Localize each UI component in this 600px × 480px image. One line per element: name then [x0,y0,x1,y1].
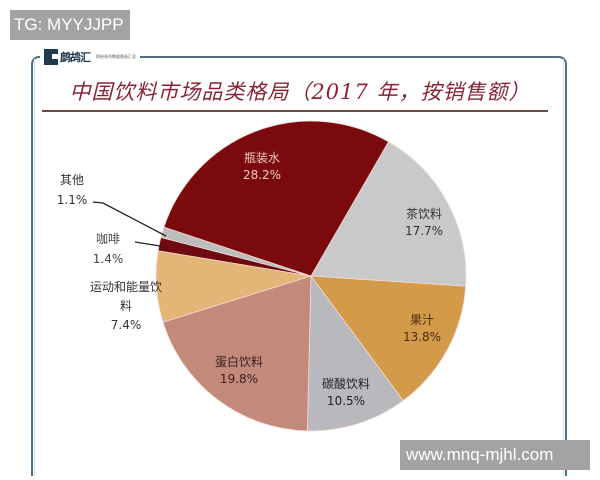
chart-frame-inner [34,59,564,476]
label-tea-pct: 17.7% [404,224,444,238]
label-protein-pct: 19.8% [219,372,259,386]
label-carbonated: 碳酸饮料 10.5% [322,376,370,410]
label-sports: 运动和能量饮 料 7.4% [90,278,162,335]
chart-title: 中国饮料市场品类格局（2017 年，按销售额） [69,80,531,104]
label-protein: 蛋白饮料 19.8% [215,354,263,388]
pie-slice-0 [310,141,467,287]
label-coffee-pct: 1.4% [92,252,124,266]
label-bottled-water: 瓶装水 28.2% [243,150,281,184]
pie-slice-1 [310,275,467,402]
label-sports-pct: 7.4% [110,318,142,332]
label-bottled-water-name: 瓶装水 [243,151,280,165]
label-juice-pct: 13.8% [402,330,442,344]
label-tea-name: 茶饮料 [405,207,442,221]
pie-slice-3 [162,275,312,432]
label-other-name: 其他 [59,173,84,187]
leader-line-other [92,201,167,237]
label-other: 其他 1.1% [57,170,88,210]
label-protein-name: 蛋白饮料 [214,355,264,369]
label-carbonated-name: 碳酸饮料 [321,377,371,391]
label-juice-name: 果汁 [409,313,434,327]
pie-slices [155,120,467,432]
watermark-bottom-right: www.mnq-mjhl.com [400,440,590,470]
label-coffee-name: 咖啡 [95,232,120,246]
chart-frame [31,56,567,476]
leader-line-coffee [134,241,165,249]
pie-slice-2 [306,274,404,432]
title-underline [42,110,548,112]
label-tea: 茶饮料 17.7% [405,206,443,240]
label-other-pct: 1.1% [56,193,88,207]
logo-name: 鹧鸪汇 [60,51,91,64]
pie-slice-7 [163,120,390,277]
label-bottled-water-pct: 28.2% [242,168,282,182]
label-carbonated-pct: 10.5% [326,394,366,408]
watermark-top-left: TG: MYYJJPP [10,10,130,40]
logo: 鹧鸪汇 财经系列数据图表汇总 [40,46,140,68]
label-juice: 果汁 13.8% [403,312,441,346]
label-sports-name-cont: 料 [119,299,133,313]
logo-icon [44,49,58,65]
logo-subtitle: 财经系列数据图表汇总 [96,54,136,59]
label-sports-name: 运动和能量饮 [89,280,163,294]
label-coffee: 咖啡 1.4% [93,229,124,269]
